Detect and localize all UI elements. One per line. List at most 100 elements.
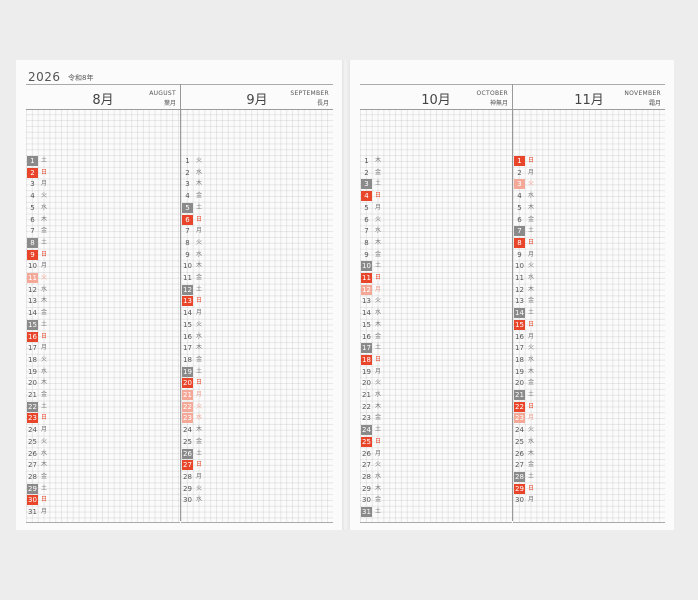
day-row: 29 火 bbox=[181, 484, 221, 494]
day-number: 25 bbox=[28, 437, 37, 446]
day-number: 20 bbox=[182, 378, 193, 389]
day-row: 25 日 bbox=[360, 436, 400, 447]
weekday-label: 木 bbox=[196, 344, 203, 352]
day-row: 27 金 bbox=[513, 460, 553, 470]
day-number: 13 bbox=[362, 297, 371, 306]
day-number: 5 bbox=[182, 202, 193, 213]
day-number: 29 bbox=[362, 484, 371, 493]
day-row: 26 木 bbox=[513, 449, 553, 459]
month-japanese: 神無月 bbox=[489, 100, 508, 107]
weekday-label: 金 bbox=[528, 297, 535, 305]
day-number: 27 bbox=[182, 460, 193, 471]
day-row: 27 日 bbox=[181, 460, 221, 471]
day-row: 15 土 bbox=[26, 319, 66, 330]
weekday-label: 土 bbox=[375, 426, 382, 434]
day-number: 21 bbox=[28, 391, 37, 399]
day-number: 1 bbox=[185, 157, 190, 165]
weekday-label: 日 bbox=[196, 461, 203, 469]
day-number: 16 bbox=[362, 332, 371, 341]
day-row: 24 土 bbox=[360, 425, 400, 436]
day-number: 7 bbox=[364, 227, 369, 236]
day-number: 8 bbox=[185, 238, 190, 247]
day-number: 20 bbox=[515, 379, 524, 388]
weekday-label: 木 bbox=[375, 320, 382, 328]
day-number: 2 bbox=[517, 168, 522, 177]
day-number: 16 bbox=[183, 332, 192, 341]
day-row: 17 月 bbox=[26, 343, 66, 353]
day-row: 18 金 bbox=[181, 355, 221, 365]
left-page bbox=[16, 60, 342, 530]
day-number: 25 bbox=[515, 437, 524, 446]
day-number: 11 bbox=[183, 274, 192, 282]
weekday-label: 土 bbox=[41, 320, 48, 328]
weekday-label: 水 bbox=[196, 168, 203, 176]
column-divider bbox=[180, 84, 181, 521]
weekday-label: 日 bbox=[41, 496, 48, 504]
day-row: 17 木 bbox=[181, 343, 221, 353]
day-number: 3 bbox=[514, 179, 525, 190]
day-row: 14 月 bbox=[181, 308, 221, 318]
day-number: 23 bbox=[514, 413, 525, 424]
day-number: 13 bbox=[28, 297, 37, 306]
weekday-label: 木 bbox=[528, 449, 535, 457]
month-number: 10月 bbox=[421, 93, 451, 108]
weekday-label: 土 bbox=[196, 285, 203, 293]
day-number: 15 bbox=[183, 320, 192, 329]
day-row: 10 月 bbox=[26, 261, 66, 271]
day-number: 28 bbox=[514, 471, 525, 482]
day-number: 19 bbox=[362, 367, 371, 376]
weekday-label: 木 bbox=[41, 215, 48, 223]
day-number: 21 bbox=[362, 391, 371, 399]
day-row: 18 水 bbox=[513, 355, 553, 365]
day-row: 24 木 bbox=[181, 425, 221, 435]
day-number: 13 bbox=[182, 296, 193, 307]
day-row: 22 日 bbox=[513, 401, 553, 412]
day-number: 31 bbox=[361, 507, 372, 517]
weekday-label: 日 bbox=[528, 320, 535, 328]
day-number: 1 bbox=[514, 156, 525, 166]
weekday-label: 日 bbox=[196, 297, 203, 305]
day-row: 27 木 bbox=[26, 460, 66, 470]
day-row: 14 金 bbox=[26, 308, 66, 318]
day-row: 11 日 bbox=[360, 273, 400, 283]
day-number: 28 bbox=[362, 472, 371, 481]
day-number: 19 bbox=[182, 366, 193, 377]
day-number: 29 bbox=[183, 484, 192, 493]
day-number: 22 bbox=[514, 401, 525, 412]
month-japanese: 長月 bbox=[316, 100, 329, 107]
day-number: 27 bbox=[362, 461, 371, 470]
day-number: 16 bbox=[27, 331, 38, 342]
day-row: 16 金 bbox=[360, 332, 400, 342]
month-japanese: 霜月 bbox=[648, 100, 661, 107]
day-row: 22 木 bbox=[360, 402, 400, 412]
day-row: 29 日 bbox=[513, 483, 553, 494]
day-row: 17 土 bbox=[360, 343, 400, 354]
day-row: 10 火 bbox=[513, 261, 553, 271]
day-number: 19 bbox=[28, 367, 37, 376]
day-row: 16 月 bbox=[513, 332, 553, 342]
weekday-label: 土 bbox=[375, 262, 382, 270]
day-number: 9 bbox=[27, 249, 38, 260]
day-number: 17 bbox=[183, 344, 192, 353]
weekday-label: 土 bbox=[375, 180, 382, 188]
month-header: 9月 SEPTEMBER 長月 bbox=[181, 85, 333, 110]
day-number: 20 bbox=[28, 379, 37, 388]
weekday-label: 金 bbox=[375, 332, 382, 340]
weekday-label: 金 bbox=[375, 414, 382, 422]
day-number: 30 bbox=[362, 496, 371, 505]
day-row: 15 火 bbox=[181, 320, 221, 330]
month-english: NOVEMBER bbox=[624, 90, 661, 97]
day-number: 30 bbox=[515, 496, 524, 505]
day-number: 17 bbox=[28, 344, 37, 353]
day-number: 18 bbox=[361, 354, 372, 365]
weekday-label: 木 bbox=[528, 285, 535, 293]
day-number: 11 bbox=[515, 274, 524, 282]
